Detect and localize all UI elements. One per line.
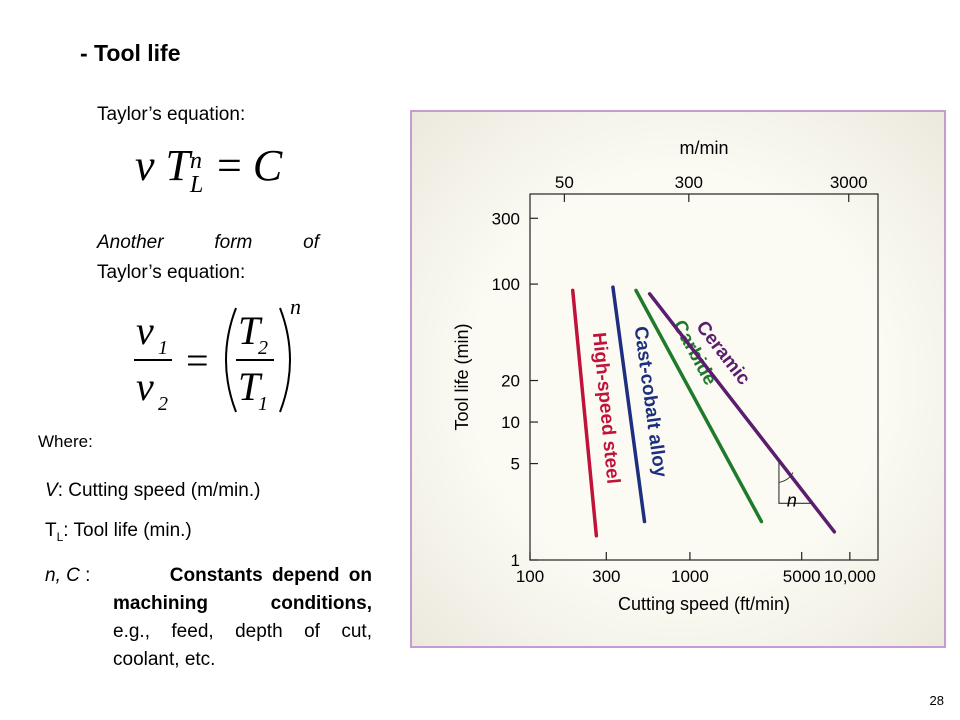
def-nc-line1: Constants depend on: [169, 565, 372, 586]
eq2-v1: v: [136, 308, 154, 353]
series-line-cast-cobalt-alloy: [611, 285, 647, 524]
y-tick-label: 100: [492, 275, 520, 294]
y-tick-label: 20: [501, 372, 520, 391]
def-v-text: : Cutting speed (m/min.): [57, 480, 261, 501]
y-axis-label: Tool life (min): [452, 323, 472, 430]
x-tick-label: 5000: [783, 567, 821, 586]
definition-v: V: Cutting speed (m/min.): [45, 480, 260, 502]
eq2-equals: =: [186, 338, 209, 383]
eq1-T: T: [165, 141, 191, 190]
x2-tick-label: 3000: [830, 173, 868, 192]
eq2-T1: T: [238, 364, 263, 409]
tool-life-chart: 100 300 1000 5000 10,000 50 300 3000 1 5 10 20 100 30…: [410, 110, 946, 648]
series-label-high-speed-steel: High-speed steel: [588, 332, 623, 485]
eq2-v2: v: [136, 364, 154, 409]
def-nc-line3: e.g., feed, depth of cut,: [113, 621, 372, 642]
eq2-T2-sub: 2: [258, 337, 268, 359]
x2-axis-label: m/min: [680, 138, 729, 158]
x-tick-label: 100: [516, 567, 544, 586]
y-tick-label: 1: [511, 551, 520, 570]
eq1-L: L: [190, 172, 204, 198]
def-v-symbol: V: [45, 480, 58, 501]
x-tick-label: 1000: [671, 567, 709, 586]
slide-title: - Tool life: [80, 40, 181, 66]
page-number: 28: [929, 693, 944, 708]
eq2-T1-sub: 1: [258, 393, 268, 415]
eq1-v: v: [135, 141, 155, 190]
taylor-equation-ratio: v 1 v 2 = T 2 T 1 n: [134, 300, 301, 415]
series-line-carbide: [634, 288, 764, 524]
x2-tick-label: 50: [555, 173, 574, 192]
y-tick-label: 10: [501, 413, 520, 432]
series-line-ceramic: [647, 292, 837, 534]
eq2-T2: T: [238, 308, 263, 353]
x-axis-label: Cutting speed (ft/min): [618, 594, 790, 614]
def-tl-sub: L: [56, 529, 64, 544]
taylor-equation-label: Taylor’s equation:: [97, 104, 246, 125]
eq2-sub2: 2: [158, 393, 168, 415]
plot-area: [529, 193, 879, 561]
eq2-sub1: 1: [158, 337, 168, 359]
eq2-left-paren: [225, 307, 237, 413]
series-line-high-speed-steel: [570, 288, 599, 538]
slope-angle-arc: [778, 472, 794, 483]
x2-tick-label: 300: [675, 173, 703, 192]
def-nc-line2: machining conditions,: [113, 593, 372, 614]
another-form-line2: Taylor’s equation:: [97, 262, 246, 283]
def-tl-text: : Tool life (min.): [63, 520, 192, 541]
eq1-C: C: [252, 141, 283, 190]
x-tick-label: 10,000: [824, 567, 876, 586]
y-tick-label: 300: [492, 209, 520, 228]
chart-svg: 100 300 1000 5000 10,000 50 300 3000 1 5 10 20 100 30…: [452, 138, 879, 614]
x-tick-label: 300: [592, 567, 620, 586]
def-nc-symbol: n, C: [45, 565, 80, 586]
slope-label: n: [787, 490, 797, 510]
definition-tl: TL: Tool life (min.): [45, 520, 192, 544]
another-form-line1: Another form of: [97, 232, 319, 253]
eq1-equals: =: [217, 141, 242, 190]
where-label: Where:: [38, 432, 93, 451]
y-tick-label: 5: [511, 455, 520, 474]
eq1-n: n: [190, 148, 203, 174]
def-nc-line2-wrap: machining conditions,: [45, 590, 372, 618]
definition-nc: n, C : Constants depend on machining con…: [45, 562, 372, 674]
eq2-exponent-n: n: [290, 300, 301, 319]
eq2-right-paren: [279, 307, 291, 413]
def-tl-symbol: T: [45, 520, 57, 541]
slope-triangle: [778, 460, 813, 504]
def-nc-line4: coolant, etc.: [113, 649, 216, 670]
